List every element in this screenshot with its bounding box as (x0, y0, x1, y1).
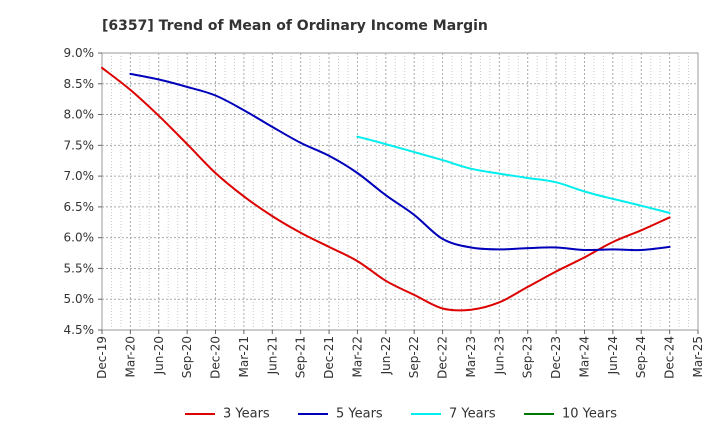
y-tick-label: 5.0% (64, 292, 95, 306)
y-tick-label: 9.0% (64, 46, 95, 60)
series-line-7-years (356, 135, 671, 214)
legend-label-3-years: 3 Years (223, 407, 270, 422)
x-axis: Dec-19 Mar-20 Jun-20 Sep-20 Dec-20 Mar-21 Jun-… (95, 330, 705, 379)
y-axis: 4.5% 5.0% 5.5% 6.0% 6.5% 7.0% 7.5% 8.0% 8.5% 9.0% (64, 46, 102, 337)
y-tick-label: 7.5% (64, 138, 95, 152)
x-tick-label: Sep-24 (634, 336, 648, 378)
y-tick-label: 5.5% (64, 261, 95, 275)
x-tick-label: Jun-23 (492, 336, 506, 375)
y-tick-label: 6.5% (64, 200, 95, 214)
series-line-5-years (129, 72, 671, 252)
x-tick-label: Mar-21 (237, 336, 251, 377)
x-tick-label: Jun-22 (379, 336, 393, 375)
grid-lines (102, 53, 698, 330)
x-tick-label: Sep-22 (407, 336, 421, 378)
x-tick-label: Dec-21 (322, 336, 336, 379)
legend: 3 Years 5 Years 7 Years 10 Years (185, 407, 617, 422)
x-tick-label: Mar-20 (123, 336, 137, 377)
x-tick-label: Dec-22 (436, 336, 450, 379)
x-tick-label: Dec-19 (95, 336, 109, 379)
x-tick-label: Mar-25 (691, 336, 705, 377)
x-tick-label: Jun-21 (265, 336, 279, 375)
x-tick-label: Dec-20 (209, 336, 223, 379)
x-tick-label: Jun-24 (606, 336, 620, 375)
y-tick-label: 8.5% (64, 77, 95, 91)
y-tick-label: 8.0% (64, 108, 95, 122)
y-tick-label: 4.5% (64, 323, 95, 337)
x-tick-label: Dec-24 (663, 336, 677, 379)
x-tick-label: Mar-24 (577, 336, 591, 377)
y-tick-label: 7.0% (64, 169, 95, 183)
x-tick-label: Mar-23 (464, 336, 478, 377)
plot-area (101, 52, 699, 331)
legend-label-7-years: 7 Years (449, 407, 496, 422)
x-tick-label: Sep-20 (180, 336, 194, 378)
x-tick-label: Jun-20 (152, 336, 166, 375)
legend-label-10-years: 10 Years (562, 407, 617, 422)
y-tick-label: 6.0% (64, 231, 95, 245)
chart-title: [6357] Trend of Mean of Ordinary Income … (102, 18, 488, 34)
x-tick-label: Mar-22 (350, 336, 364, 377)
series-lines (101, 66, 671, 312)
x-tick-label: Dec-23 (549, 336, 563, 379)
legend-label-5-years: 5 Years (336, 407, 383, 422)
series-line-3-years (101, 66, 671, 312)
x-tick-label: Sep-23 (521, 336, 535, 378)
x-tick-label: Sep-21 (294, 336, 308, 378)
